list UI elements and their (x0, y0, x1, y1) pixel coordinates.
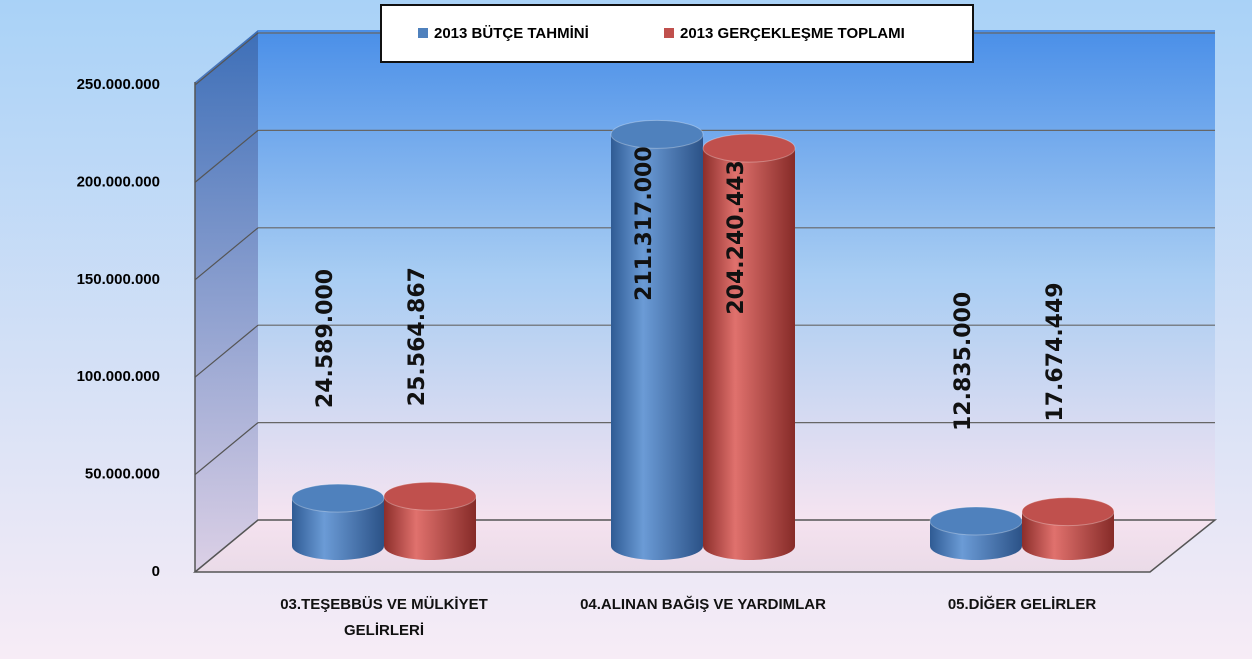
bar-top (383, 481, 477, 511)
bar-top (929, 506, 1023, 536)
bar-top (610, 119, 704, 149)
grid-line-side (194, 129, 259, 183)
y-tick-label: 200.000.000 (77, 173, 160, 190)
y-tick-label: 250.000.000 (77, 76, 160, 93)
y-tick-label: 100.000.000 (77, 368, 160, 385)
side-wall (195, 30, 258, 572)
legend-label: 2013 BÜTÇE TAHMİNİ (434, 25, 589, 42)
grid-line-side (194, 32, 259, 86)
bar (703, 148, 795, 546)
value-label: 17.674.449 (1043, 282, 1068, 421)
y-tick-label: 0 (152, 563, 160, 580)
bar-top (291, 483, 385, 513)
grid-line-side (194, 227, 259, 281)
legend-swatch (664, 28, 674, 38)
value-label: 25.564.867 (405, 267, 430, 406)
bar-top (702, 133, 796, 163)
bar (611, 134, 703, 546)
value-label: 24.589.000 (313, 269, 338, 408)
grid-line-side (194, 324, 259, 378)
x-tick-label: 05.DİĞER GELİRLER (947, 596, 1097, 613)
legend-label: 2013 GERÇEKLEŞME TOPLAMI (680, 25, 905, 42)
value-label: 12.835.000 (951, 292, 976, 431)
y-tick-label: 150.000.000 (77, 271, 160, 288)
x-tick-label: 03.TEŞEBBÜS VE MÜLKİYET GELİRLERİ (280, 596, 488, 639)
x-tick-label: 04.ALINAN BAĞIŞ VE YARDIMLAR (580, 596, 826, 613)
value-label: 204.240.443 (724, 160, 749, 314)
bar-top (1021, 497, 1115, 527)
legend-swatch (418, 28, 428, 38)
value-label: 211.317.000 (632, 146, 657, 300)
y-tick-label: 50.000.000 (85, 466, 160, 483)
legend (380, 4, 974, 63)
grid-line-side (194, 422, 259, 476)
